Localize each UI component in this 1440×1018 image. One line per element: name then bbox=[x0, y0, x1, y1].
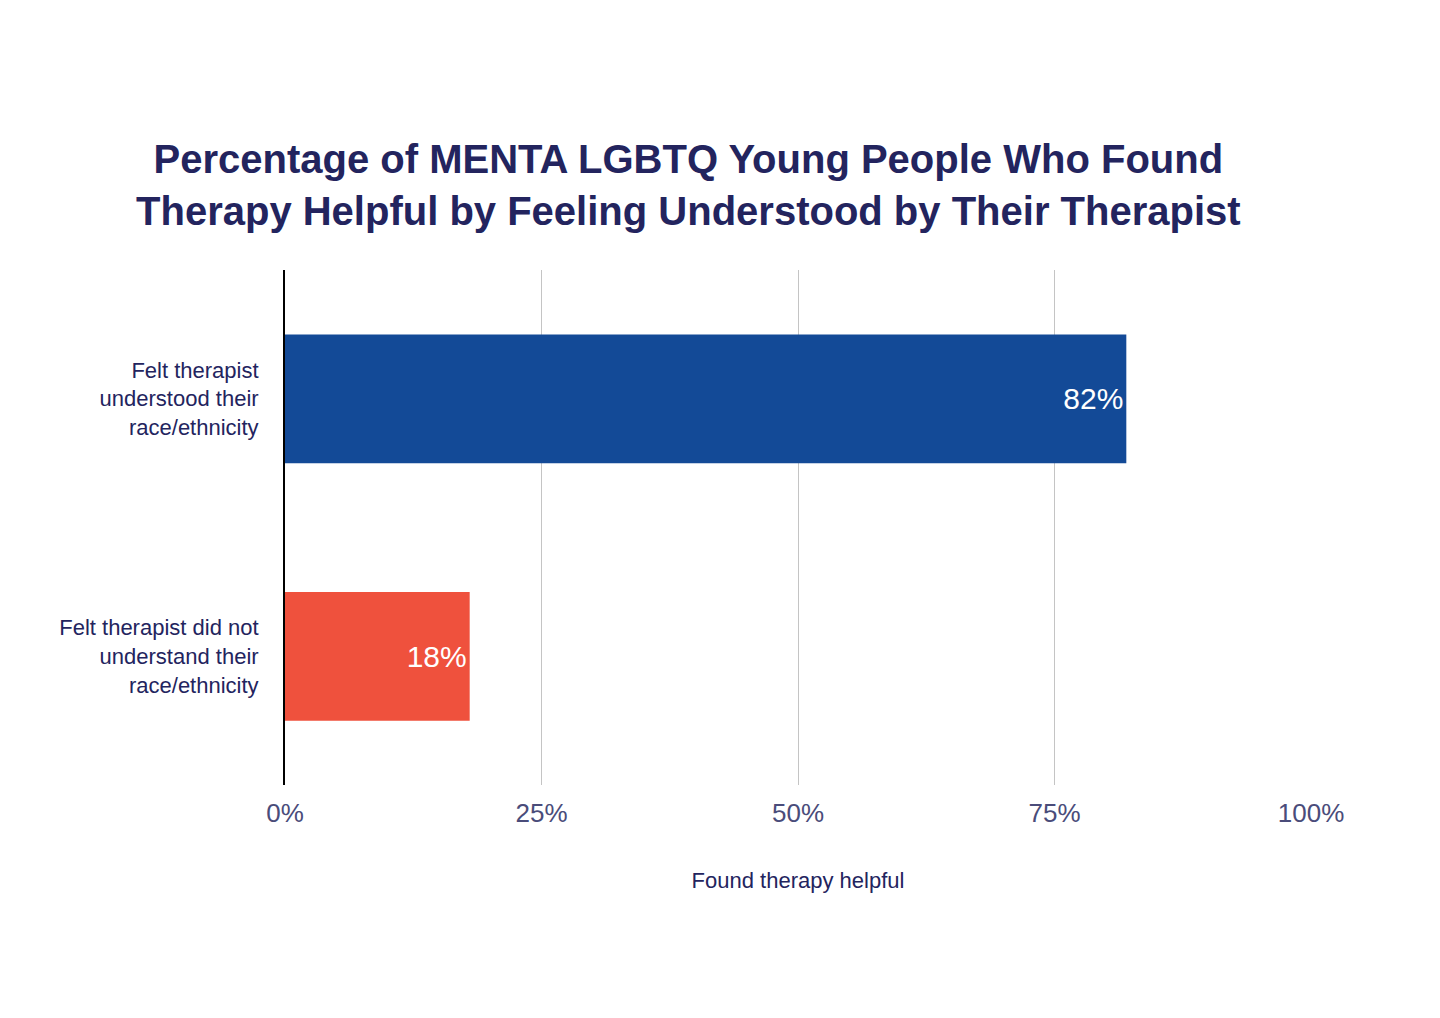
svg-text:82%: 82% bbox=[1063, 382, 1123, 415]
svg-text:18%: 18% bbox=[407, 640, 467, 673]
svg-text:Felt therapist did notundersta: Felt therapist did notunderstand theirra… bbox=[59, 615, 258, 697]
svg-text:100%: 100% bbox=[1278, 798, 1345, 828]
svg-text:0%: 0% bbox=[266, 798, 304, 828]
svg-text:50%: 50% bbox=[772, 798, 824, 828]
svg-text:Felt therapistunderstood their: Felt therapistunderstood theirrace/ethni… bbox=[100, 358, 259, 440]
svg-text:75%: 75% bbox=[1028, 798, 1080, 828]
svg-text:Percentage of MENTA LGBTQ Youn: Percentage of MENTA LGBTQ Young People W… bbox=[136, 137, 1241, 233]
svg-text:25%: 25% bbox=[515, 798, 567, 828]
svg-text:Found therapy helpful: Found therapy helpful bbox=[692, 868, 905, 893]
